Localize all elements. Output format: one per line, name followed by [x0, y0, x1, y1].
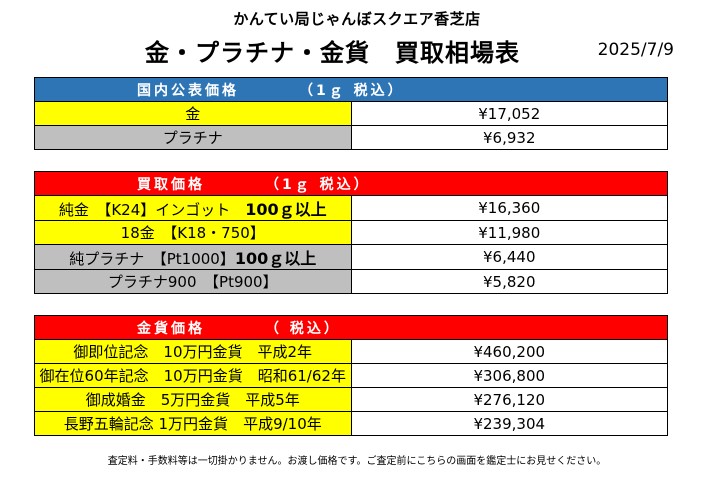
row-label: プラチナ900 【Pt900】	[34, 269, 352, 294]
price-date: 2025/7/9	[597, 40, 674, 60]
row-value: ¥11,980	[350, 220, 668, 245]
row-value: ¥6,932	[350, 125, 668, 150]
coin-price-table: 金貨価格（ 税込） 御即位記念 10万円金貨 平成2年 ¥460,200 御在位…	[34, 315, 668, 436]
table-row: 18金 【K18・750】 ¥11,980	[34, 220, 668, 245]
table-row: 御成婚金 5万円金貨 平成5年 ¥276,120	[34, 387, 668, 412]
row-label-suffix: 100ｇ以上	[234, 249, 317, 268]
table-row: プラチナ900 【Pt900】 ¥5,820	[34, 269, 668, 294]
table-header-row: 国内公表価格 （1ｇ 税込）	[34, 77, 668, 102]
row-label-suffix: 100ｇ以上	[245, 200, 327, 219]
table-row: プラチナ ¥6,932	[34, 125, 668, 150]
table-row: 純金 【K24】インゴット 100ｇ以上 ¥16,360	[34, 195, 668, 221]
row-label: 純金 【K24】インゴット 100ｇ以上	[34, 195, 352, 221]
row-value: ¥276,120	[350, 387, 668, 412]
table-row: 長野五輪記念 1万円金貨 平成9/10年 ¥239,304	[34, 411, 668, 436]
page-title: 金・プラチナ・金貨 買取相場表	[145, 39, 520, 67]
row-value: ¥17,052	[350, 101, 668, 126]
row-label: 長野五輪記念 1万円金貨 平成9/10年	[34, 411, 352, 436]
buy-price-heading: 買取価格 （1ｇ 税込）	[34, 171, 668, 196]
public-price-table: 国内公表価格 （1ｇ 税込） 金 ¥17,052 プラチナ ¥6,932	[34, 77, 668, 150]
coin-price-heading: 金貨価格（ 税込）	[34, 315, 668, 340]
footer-note: 査定料・手数料等は一切掛かりません。お渡し価格です。ご査定前にこちらの画面を鑑定…	[107, 456, 607, 467]
row-label: 18金 【K18・750】	[34, 220, 352, 245]
table-row: 御即位記念 10万円金貨 平成2年 ¥460,200	[34, 339, 668, 364]
buy-price-table: 買取価格 （1ｇ 税込） 純金 【K24】インゴット 100ｇ以上 ¥16,360…	[34, 171, 668, 294]
row-value: ¥16,360	[350, 195, 668, 221]
row-value: ¥239,304	[350, 411, 668, 436]
table-header-row: 金貨価格（ 税込）	[34, 315, 668, 340]
table-row: 金 ¥17,052	[34, 101, 668, 126]
public-price-heading: 国内公表価格 （1ｇ 税込）	[34, 77, 668, 102]
row-label: 御在位60年記念 10万円金貨 昭和61/62年	[34, 363, 352, 388]
row-label: 御即位記念 10万円金貨 平成2年	[34, 339, 352, 364]
store-name: かんてい局じゃんぼスクエア香芝店	[233, 10, 481, 28]
table-header-row: 買取価格 （1ｇ 税込）	[34, 171, 668, 196]
row-value: ¥6,440	[350, 244, 668, 270]
row-label: 純プラチナ 【Pt1000】100ｇ以上	[34, 244, 352, 270]
table-row: 御在位60年記念 10万円金貨 昭和61/62年 ¥306,800	[34, 363, 668, 388]
row-value: ¥306,800	[350, 363, 668, 388]
row-value: ¥460,200	[350, 339, 668, 364]
row-value: ¥5,820	[350, 269, 668, 294]
row-label: 金	[34, 101, 352, 126]
table-row: 純プラチナ 【Pt1000】100ｇ以上 ¥6,440	[34, 244, 668, 270]
row-label: プラチナ	[34, 125, 352, 150]
row-label: 御成婚金 5万円金貨 平成5年	[34, 387, 352, 412]
